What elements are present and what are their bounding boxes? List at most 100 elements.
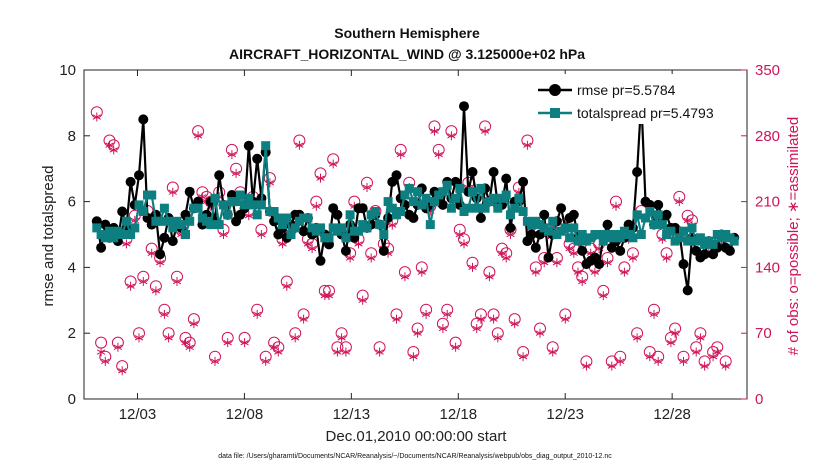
obs-assimilated-point xyxy=(126,281,135,291)
rmse-point xyxy=(678,259,689,270)
spread-point xyxy=(598,236,608,246)
obs-assimilated-point xyxy=(240,338,249,348)
rmse-point xyxy=(117,206,128,217)
spread-point xyxy=(126,230,136,239)
obs-assimilated-point xyxy=(227,150,237,160)
obs-assimilated-point xyxy=(443,309,452,319)
rmse-point xyxy=(159,232,170,243)
rmse-point xyxy=(138,114,149,125)
x-tick-label: 12/28 xyxy=(653,406,691,423)
spread-point xyxy=(645,207,655,216)
spread-point xyxy=(214,220,224,230)
y-axis-label: rmse and totalspread xyxy=(40,166,57,307)
chart-title: Southern Hemisphere xyxy=(334,25,480,41)
obs-assimilated-point xyxy=(223,338,232,348)
obs-assimilated-point xyxy=(692,347,701,357)
obs-assimilated-point xyxy=(329,159,338,169)
spread-point xyxy=(206,220,216,230)
spread-point xyxy=(168,223,178,233)
obs-assimilated-point xyxy=(430,126,439,136)
spread-point xyxy=(219,200,228,210)
obs-assimilated-point xyxy=(459,239,469,249)
rmse-point xyxy=(539,209,550,220)
spread-point xyxy=(396,207,406,216)
obs-assimilated-point xyxy=(616,356,625,366)
spread-point xyxy=(286,230,296,239)
spread-point xyxy=(657,220,667,230)
obs-assimilated-point xyxy=(193,131,203,141)
obs-assimilated-point xyxy=(645,352,654,362)
spread-point xyxy=(641,213,650,223)
spread-point xyxy=(252,210,262,220)
obs-assimilated-point xyxy=(679,356,688,366)
spread-point xyxy=(324,233,334,243)
obs-assimilated-point xyxy=(535,328,545,338)
spread-point xyxy=(105,226,114,236)
spread-point xyxy=(345,210,355,220)
rmse-point xyxy=(488,167,499,177)
obs-assimilated-point xyxy=(468,262,477,272)
obs-assimilated-point xyxy=(333,347,342,357)
obs-assimilated-point xyxy=(455,230,464,239)
obs-assimilated-point xyxy=(210,356,220,366)
obs-assimilated-point xyxy=(269,342,279,352)
obs-assimilated-point xyxy=(485,272,494,282)
rmse-point xyxy=(543,252,554,263)
spread-point xyxy=(463,203,473,213)
obs-assimilated-point xyxy=(274,347,283,357)
x-tick-label: 12/23 xyxy=(546,406,584,423)
obs-assimilated-point xyxy=(345,253,355,263)
spread-point xyxy=(455,183,465,193)
obs-assimilated-point xyxy=(662,253,671,263)
spread-point xyxy=(679,226,688,236)
obs-assimilated-point xyxy=(101,356,110,366)
y-tick-label: 6 xyxy=(68,194,76,211)
obs-assimilated-point xyxy=(96,347,106,357)
spread-point xyxy=(159,203,169,213)
spread-point xyxy=(341,233,351,243)
obs-assimilated-point xyxy=(654,356,663,366)
rmse-point xyxy=(357,203,368,214)
plot-frame xyxy=(83,69,748,400)
obs-assimilated-point xyxy=(480,126,490,136)
spread-point xyxy=(244,193,254,203)
obs-assimilated-point xyxy=(139,277,148,286)
rmse-point xyxy=(96,242,107,253)
rmse-point xyxy=(378,245,389,256)
rmse-point xyxy=(501,173,512,184)
rmse-point xyxy=(437,199,448,210)
spread-point xyxy=(438,187,448,197)
spread-point xyxy=(628,233,638,243)
y-right-tick-label: 140 xyxy=(755,259,780,276)
obs-assimilated-point xyxy=(531,267,540,277)
spread-point xyxy=(565,233,575,243)
spread-point xyxy=(210,193,220,203)
rmse-point xyxy=(661,209,672,220)
obs-assimilated-point xyxy=(105,140,114,150)
spread-point xyxy=(442,180,452,190)
obs-assimilated-point xyxy=(447,131,456,141)
rmse-point xyxy=(340,245,351,256)
spread-point xyxy=(278,220,287,230)
obs-assimilated-point xyxy=(219,230,228,239)
rmse-point xyxy=(214,170,225,181)
spread-point xyxy=(223,210,233,220)
spread-point xyxy=(181,230,190,239)
spread-point xyxy=(240,200,250,210)
spread-point xyxy=(256,200,266,210)
obs-assimilated-point xyxy=(620,267,629,277)
spread-point xyxy=(573,236,583,246)
spread-point xyxy=(649,220,659,230)
spread-point xyxy=(193,203,203,213)
rmse-point xyxy=(459,101,469,112)
legend-rmse-label: rmse pr=5.5784 xyxy=(577,82,676,98)
spread-point xyxy=(472,203,482,213)
spread-point xyxy=(729,236,739,246)
obs-assimilated-point xyxy=(291,333,300,343)
obs-assimilated-point xyxy=(341,347,351,357)
obs-assimilated-point xyxy=(181,338,190,348)
obs-assimilated-point xyxy=(185,342,194,352)
spread-point xyxy=(514,193,524,203)
rmse-point xyxy=(699,249,710,260)
spread-point xyxy=(632,210,642,220)
